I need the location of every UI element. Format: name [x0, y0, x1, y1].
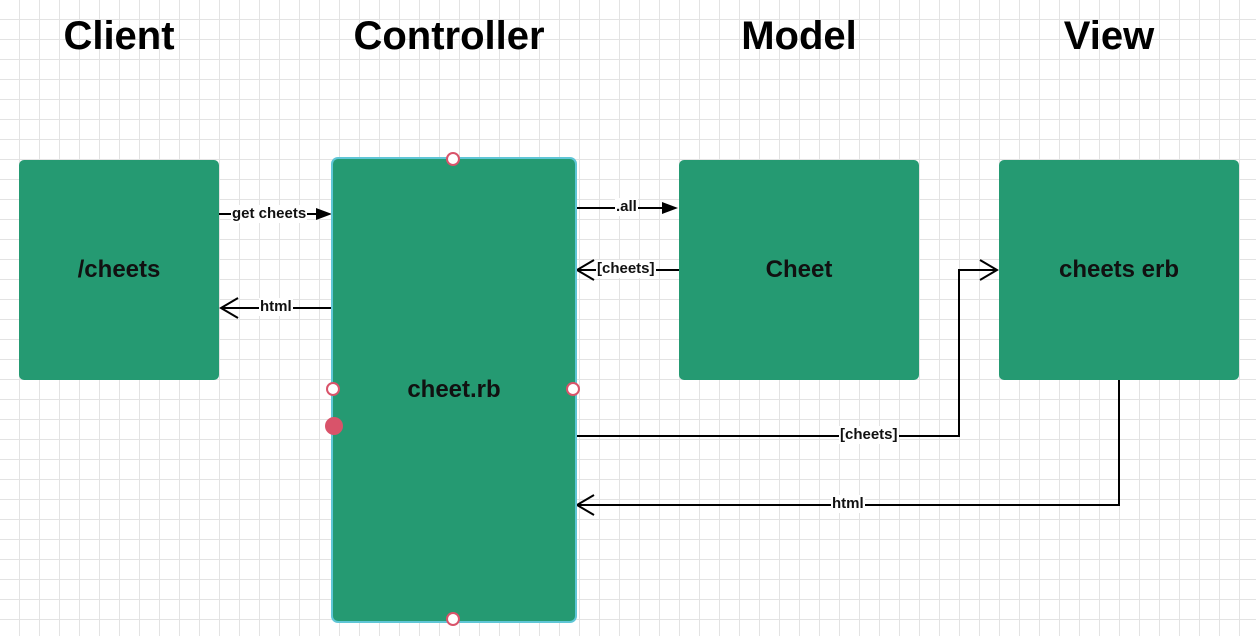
html-from-view-connector[interactable] [575, 380, 1120, 516]
connection-point-active[interactable] [325, 417, 343, 435]
client-box[interactable]: /cheets [19, 160, 219, 380]
all-label: .all [615, 198, 638, 216]
lane-title-controller: Controller [353, 14, 545, 58]
resize-handle-top[interactable] [446, 152, 460, 166]
resize-handle-right[interactable] [566, 382, 580, 396]
lane-title-model: Model [741, 14, 857, 58]
cheets-from-model-label: [cheets] [596, 260, 656, 278]
resize-handle-bottom[interactable] [446, 612, 460, 626]
controller-box-label: cheet.rb [407, 376, 501, 403]
controller-box[interactable]: cheet.rb [333, 159, 575, 621]
view-box[interactable]: cheets erb [999, 160, 1239, 380]
cheets-to-view-label: [cheets] [839, 426, 899, 444]
html-to-client-label: html [259, 298, 293, 316]
view-box-label: cheets erb [1058, 256, 1180, 283]
get-cheets-label: get cheets [231, 205, 308, 223]
model-box[interactable]: Cheet [679, 160, 919, 380]
lane-title-client: Client [63, 14, 175, 58]
lane-title-view: View [1063, 14, 1155, 58]
client-box-label: /cheets [77, 256, 161, 283]
cheets-to-view-connector[interactable] [576, 259, 999, 437]
model-box-label: Cheet [765, 256, 833, 283]
html-from-view-label: html [831, 495, 865, 513]
resize-handle-left[interactable] [326, 382, 340, 396]
